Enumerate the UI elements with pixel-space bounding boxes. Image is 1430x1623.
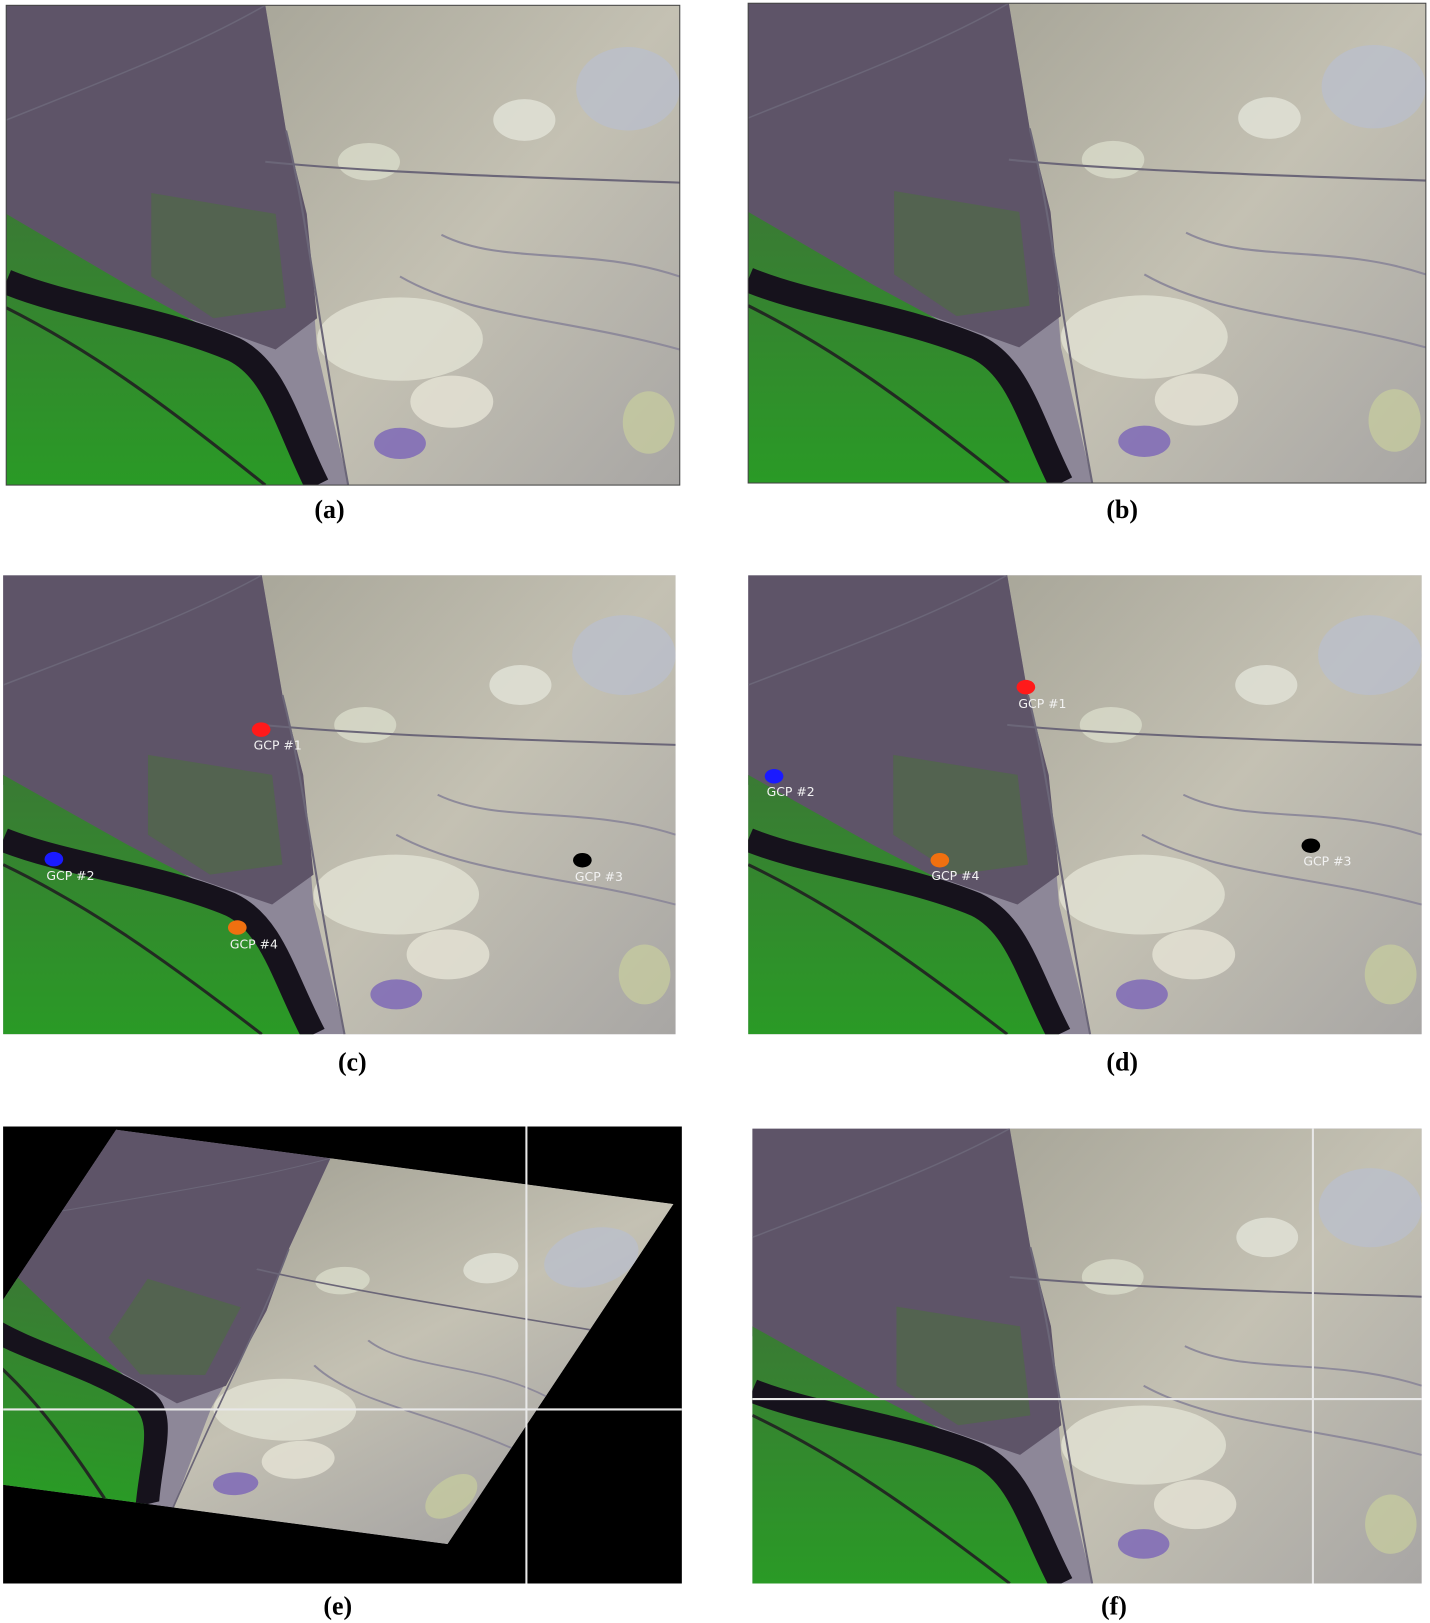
gcp-label: GCP #3 <box>1303 853 1351 868</box>
panel-f: (f) <box>752 1129 1421 1621</box>
gcp-label: GCP #2 <box>767 784 815 799</box>
panel-label: (f) <box>1101 1592 1127 1621</box>
satellite-image <box>748 575 1422 1034</box>
panel-label: (d) <box>1106 1048 1138 1077</box>
satellite-image <box>748 3 1426 483</box>
gcp-marker <box>765 769 784 784</box>
figure: (a) (b) GCP #1 GCP #2 GCP #3 GCP #4 (c) … <box>0 0 1430 1623</box>
satellite-image <box>3 575 676 1034</box>
satellite-image <box>6 5 680 485</box>
panel-a: (a) <box>6 5 680 524</box>
satellite-image <box>752 1129 1421 1584</box>
gcp-marker <box>252 722 271 737</box>
gcp-marker <box>573 853 592 868</box>
gcp-label: GCP #4 <box>931 868 979 883</box>
page: (a) (b) GCP #1 GCP #2 GCP #3 GCP #4 (c) … <box>0 0 1430 1623</box>
panel-d: GCP #1 GCP #2 GCP #3 GCP #4 (d) <box>748 575 1422 1076</box>
gcp-marker <box>931 853 950 868</box>
gcp-label: GCP #2 <box>46 868 94 883</box>
gcp-marker <box>45 852 64 867</box>
gcp-marker <box>228 920 247 935</box>
panel-label: (e) <box>323 1592 352 1621</box>
panel-label: (a) <box>314 495 344 524</box>
panel-label: (b) <box>1106 495 1138 524</box>
gcp-label: GCP #3 <box>575 869 623 884</box>
panel-e: (e) <box>0 1127 682 1621</box>
gcp-marker <box>1017 680 1036 695</box>
panel-c: GCP #1 GCP #2 GCP #3 GCP #4 (c) <box>3 575 676 1076</box>
panel-b: (b) <box>748 3 1426 524</box>
gcp-label: GCP #1 <box>1018 696 1066 711</box>
gcp-label: GCP #4 <box>230 936 278 951</box>
panel-label: (c) <box>338 1048 367 1077</box>
gcp-label: GCP #1 <box>254 737 302 752</box>
gcp-marker <box>1302 838 1321 853</box>
